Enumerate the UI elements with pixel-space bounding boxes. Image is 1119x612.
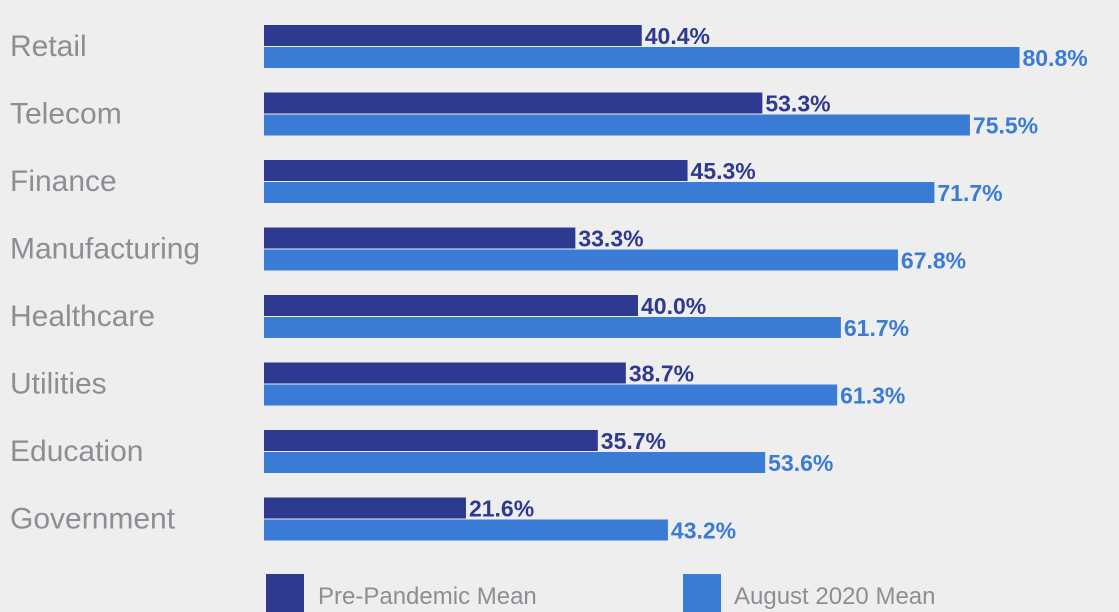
bar-finance-august-2020 <box>264 182 935 203</box>
bar-telecom-pre-pandemic <box>264 92 763 114</box>
category-label-finance: Finance <box>10 165 117 198</box>
value-label-utilities-august-2020: 61.3% <box>840 383 905 409</box>
value-label-retail-august-2020: 80.8% <box>1022 45 1087 71</box>
value-label-government-august-2020: 43.2% <box>671 518 736 544</box>
category-labels: Retail Telecom Finance Manufacturing Healthc… <box>10 30 200 536</box>
value-label-utilities-pre-pandemic: 38.7% <box>629 361 694 387</box>
legend-label-august-2020: August 2020 Mean <box>734 583 935 610</box>
legend-label-pre-pandemic: Pre-Pandemic Mean <box>318 583 537 610</box>
bar-government-august-2020 <box>264 519 668 541</box>
value-labels: 40.4% 80.8% 53.3% 75.5% 45.3% 71.7% 33.3% 67.8%… <box>469 23 1088 544</box>
value-label-telecom-august-2020: 75.5% <box>973 113 1038 139</box>
legend-swatch-pre-pandemic <box>266 574 304 612</box>
bar-utilities-august-2020 <box>264 384 838 406</box>
value-label-government-pre-pandemic: 21.6% <box>469 496 534 522</box>
bar-manufacturing-august-2020 <box>264 249 898 271</box>
category-label-manufacturing: Manufacturing <box>10 233 200 266</box>
bar-government-pre-pandemic <box>264 497 466 519</box>
value-label-telecom-pre-pandemic: 53.3% <box>765 91 830 117</box>
category-label-healthcare: Healthcare <box>10 300 155 333</box>
bar-retail-pre-pandemic <box>264 25 642 46</box>
category-label-retail: Retail <box>10 30 87 63</box>
value-label-finance-pre-pandemic: 45.3% <box>691 158 756 184</box>
bar-education-pre-pandemic <box>264 430 598 451</box>
bar-healthcare-pre-pandemic <box>264 295 638 316</box>
bar-utilities-pre-pandemic <box>264 362 626 384</box>
bar-finance-pre-pandemic <box>264 160 688 181</box>
category-label-education: Education <box>10 435 143 468</box>
value-label-healthcare-pre-pandemic: 40.0% <box>641 293 706 319</box>
bar-healthcare-august-2020 <box>264 317 841 338</box>
bar-retail-august-2020 <box>264 47 1020 68</box>
value-label-education-pre-pandemic: 35.7% <box>601 428 666 454</box>
category-label-telecom: Telecom <box>10 98 122 131</box>
value-label-education-august-2020: 53.6% <box>768 450 833 476</box>
category-label-government: Government <box>10 503 176 536</box>
value-label-manufacturing-pre-pandemic: 33.3% <box>578 226 643 252</box>
bar-manufacturing-pre-pandemic <box>264 227 576 249</box>
legend-swatch-august-2020 <box>683 574 721 612</box>
value-label-healthcare-august-2020: 61.7% <box>844 315 909 341</box>
category-label-utilities: Utilities <box>10 368 107 401</box>
legend: Pre-Pandemic Mean August 2020 Mean <box>266 574 935 612</box>
value-label-retail-pre-pandemic: 40.4% <box>645 23 710 49</box>
bar-education-august-2020 <box>264 452 766 473</box>
value-label-manufacturing-august-2020: 67.8% <box>901 248 966 274</box>
value-label-finance-august-2020: 71.7% <box>937 180 1002 206</box>
bar-telecom-august-2020 <box>264 114 970 136</box>
bars <box>264 25 1020 541</box>
